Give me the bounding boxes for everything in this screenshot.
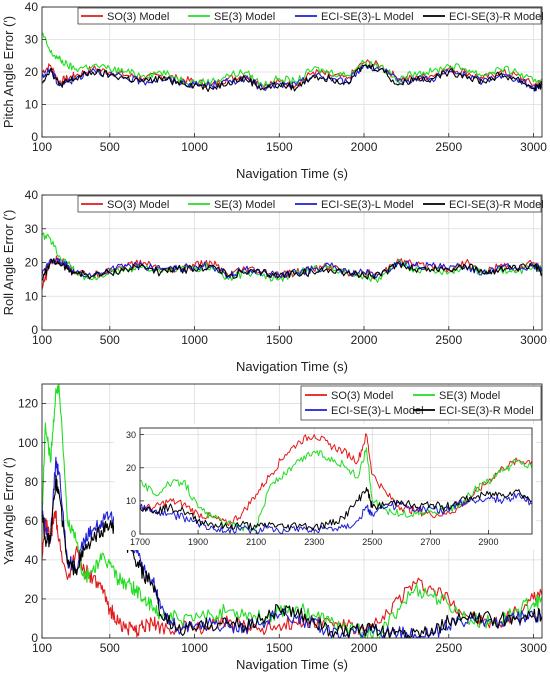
x-tick-label: 100	[32, 140, 52, 154]
legend-box	[300, 385, 542, 421]
x-tick-label: 3000	[520, 333, 547, 347]
y-tick-label: 30	[25, 222, 39, 236]
y-tick-label: 10	[25, 289, 39, 303]
inset-plot: 1700 1900 2100 2300 2500 2700 2900 0 10 20 30	[126, 427, 533, 547]
x-tick-label: 2700	[420, 537, 440, 547]
x-axis-label: Navigation Time (s)	[236, 657, 348, 672]
legend-label: SO(3) Model	[107, 11, 169, 23]
legend: SO(3) Model SE(3) Model ECI-SE(3)-L Model E…	[77, 7, 544, 25]
x-tick-label: 1000	[181, 140, 208, 154]
y-tick-label: 60	[25, 514, 39, 528]
y-tick-label: 40	[25, 188, 39, 202]
y-tick-label: 0	[31, 631, 38, 645]
x-tick-label: 1000	[181, 333, 208, 347]
y-tick-label: 0	[31, 323, 38, 337]
plot-area	[140, 428, 532, 534]
x-tick-label: 100	[32, 333, 52, 347]
plot-1: 100 500 1000 1500 2000 2500 3000 0 10 20 30 40 Navig…	[1, 0, 547, 181]
legend-label: SE(3) Model	[214, 199, 275, 211]
x-tick-label: 2000	[351, 140, 378, 154]
x-tick-label: 2300	[304, 537, 324, 547]
series-line-3	[41, 474, 543, 639]
y-tick-label: 120	[18, 397, 38, 411]
legend: SO(3) Model SE(3) Model ECI-SE(3)-L Model E…	[77, 195, 544, 213]
series-line-2	[41, 456, 543, 639]
legend-label: ECI-SE(3)-L Model	[331, 405, 424, 417]
x-tick-label: 500	[100, 333, 120, 347]
legend-label: ECI-SE(3)-R Model	[439, 405, 534, 417]
x-tick-label: 2100	[246, 537, 266, 547]
series-line-3	[41, 63, 543, 92]
y-axis-label: Roll Angle Error (′)	[1, 210, 16, 316]
y-tick-label: 100	[18, 436, 38, 450]
series-line-1	[41, 32, 543, 88]
x-tick-label: 2500	[435, 641, 462, 655]
x-tick-label: 2500	[362, 537, 382, 547]
legend-label: SO(3) Model	[107, 199, 169, 211]
legend: SO(3) Model SE(3) Model ECI-SE(3)-L Model E…	[300, 385, 542, 421]
x-tick-label: 2000	[351, 333, 378, 347]
y-tick-label: 10	[126, 496, 136, 506]
x-tick-label: 2000	[351, 641, 378, 655]
x-tick-label: 1500	[266, 641, 293, 655]
x-axis-label: Navigation Time (s)	[236, 359, 348, 374]
x-tick-label: 500	[100, 641, 120, 655]
x-tick-label: 3000	[520, 641, 547, 655]
legend-label: SE(3) Model	[439, 390, 500, 402]
legend-label: SO(3) Model	[331, 390, 393, 402]
y-tick-label: 30	[25, 33, 39, 47]
legend-label: ECI-SE(3)-L Model	[321, 11, 414, 23]
y-tick-label: 20	[25, 65, 39, 79]
legend-label: ECI-SE(3)-R Model	[449, 11, 544, 23]
y-tick-label: 40	[25, 0, 39, 14]
axes-frame	[139, 427, 533, 535]
legend-label: SE(3) Model	[214, 11, 275, 23]
x-tick-label: 1500	[266, 140, 293, 154]
y-tick-label: 20	[25, 256, 39, 270]
x-tick-label: 2900	[478, 537, 498, 547]
y-tick-label: 20	[126, 463, 136, 473]
y-tick-label: 80	[25, 475, 39, 489]
y-tick-label: 10	[25, 98, 39, 112]
x-tick-label: 1700	[130, 537, 150, 547]
x-tick-label: 1500	[266, 333, 293, 347]
x-tick-label: 1000	[181, 641, 208, 655]
x-tick-label: 1900	[188, 537, 208, 547]
series-line-3	[139, 487, 533, 531]
y-axis-label: Yaw Angle Error (′)	[1, 457, 16, 565]
y-tick-label: 0	[131, 529, 136, 539]
x-tick-label: 2500	[435, 333, 462, 347]
y-tick-label: 0	[31, 130, 38, 144]
x-tick-label: 100	[32, 641, 52, 655]
series-line-2	[139, 492, 533, 535]
plot-2: 100 500 1000 1500 2000 2500 3000 0 10 20 30 40 Navig…	[1, 188, 547, 374]
y-axis-label: Pitch Angle Error (′)	[1, 16, 16, 128]
x-tick-label: 2500	[435, 140, 462, 154]
series-line-3	[41, 258, 543, 281]
legend-label: ECI-SE(3)-R Model	[449, 199, 544, 211]
y-tick-label: 30	[126, 430, 136, 440]
y-tick-label: 40	[25, 553, 39, 567]
y-tick-label: 20	[25, 592, 39, 606]
axes-frame	[41, 383, 543, 639]
legend-label: ECI-SE(3)-L Model	[321, 199, 414, 211]
series-line-1	[139, 447, 533, 532]
x-tick-label: 500	[100, 140, 120, 154]
series-line-1	[41, 232, 543, 283]
x-tick-label: 3000	[520, 140, 547, 154]
x-axis-label: Navigation Time (s)	[236, 166, 348, 181]
